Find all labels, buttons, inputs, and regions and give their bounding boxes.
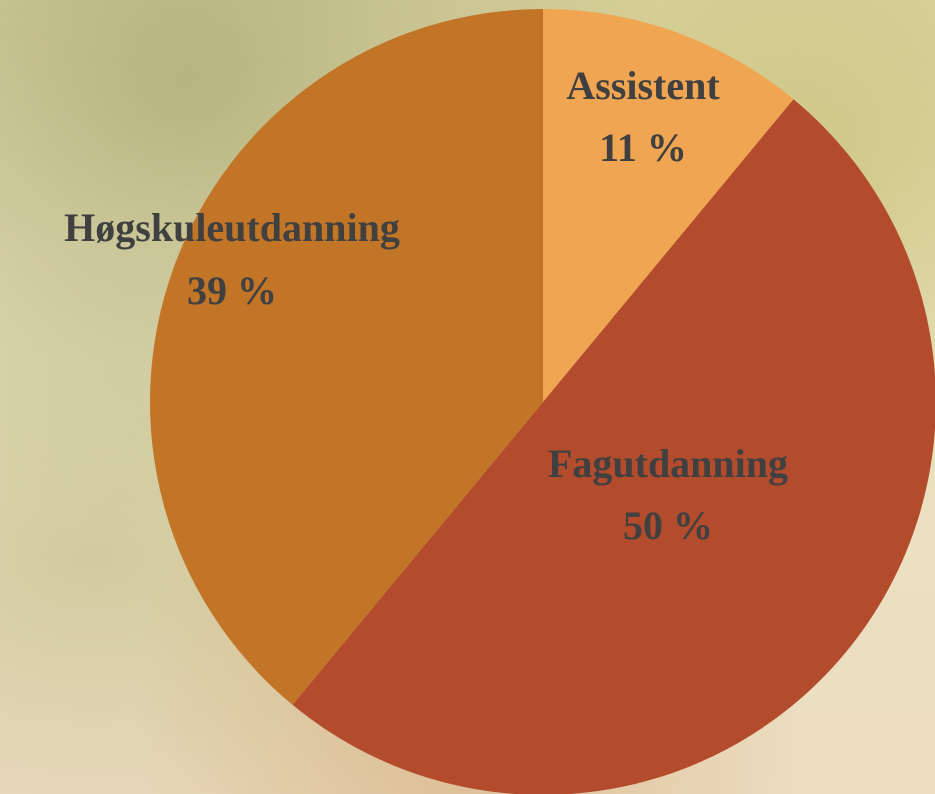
value-label: 11 %: [599, 125, 687, 170]
category-label: Høgskuleutdanning: [64, 205, 400, 250]
value-label: 39 %: [187, 268, 277, 313]
category-label: Fagutdanning: [548, 441, 788, 486]
chart: Assistent 11 % Fagutdanning 50 % Høgskuleutd…: [0, 0, 935, 794]
value-label: 50 %: [623, 503, 713, 548]
page: Assistent 11 % Fagutdanning 50 % Høgskuleutd…: [0, 0, 935, 794]
category-label: Assistent: [566, 63, 720, 108]
